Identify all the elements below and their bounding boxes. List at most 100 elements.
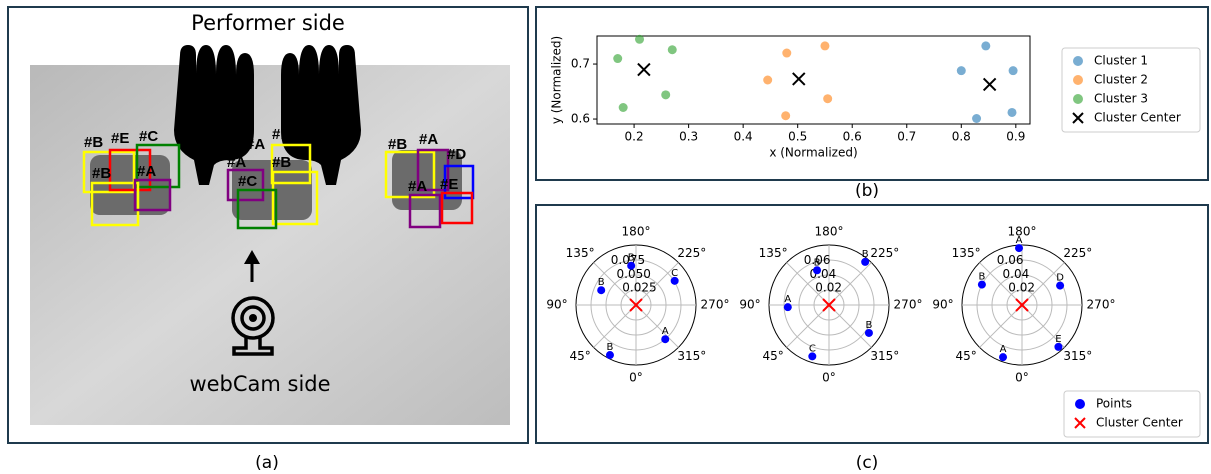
tag: #B: [272, 154, 291, 171]
theta-tick-label: 90°: [546, 298, 567, 312]
theta-tick-label: 315°: [1063, 349, 1092, 363]
plot-frame: [597, 36, 1030, 124]
cluster-center: [793, 73, 805, 85]
x-tick-label: 0.2: [625, 130, 644, 144]
point-label: B: [607, 342, 614, 353]
tag: #B: [272, 126, 291, 143]
theta-tick-label: 270°: [894, 298, 923, 312]
x-tick-label: 0.4: [734, 130, 753, 144]
theta-tick-label: 315°: [870, 349, 899, 363]
point: [781, 111, 790, 120]
y-axis-label: y (Normalized): [550, 36, 564, 124]
theta-tick-label: 180°: [815, 225, 844, 239]
theta-tick-label: 135°: [759, 246, 788, 260]
tag: #A: [137, 163, 156, 180]
point: [820, 41, 829, 50]
theta-tick-label: 225°: [677, 246, 706, 260]
x-tick-label: 0.3: [679, 130, 698, 144]
point-label: B: [862, 249, 869, 260]
point: [1008, 108, 1017, 117]
point-label: C: [671, 268, 678, 279]
x-tick-label: 0.5: [788, 130, 807, 144]
legend-label: Cluster 2: [1094, 73, 1148, 87]
x-axis-label: x (Normalized): [769, 146, 857, 160]
theta-tick-label: 180°: [622, 225, 651, 239]
theta-tick-label: 90°: [932, 298, 953, 312]
legend-marker: [1073, 56, 1083, 66]
point: [782, 49, 791, 58]
legend-label: Cluster 1: [1094, 54, 1148, 68]
point: [972, 114, 981, 123]
tag: #C: [238, 173, 257, 190]
theta-tick-label: 45°: [569, 349, 590, 363]
point: [635, 35, 644, 44]
caption: (b): [855, 181, 879, 201]
point: [957, 66, 966, 75]
theta-tick-label: 0°: [822, 371, 836, 385]
tag: #E: [111, 130, 129, 147]
x-tick-label: 0.9: [1006, 130, 1025, 144]
point-label: A: [662, 326, 669, 337]
y-tick-label: 0.7: [571, 57, 590, 71]
x-tick-label: 0.8: [952, 130, 971, 144]
tag: #B: [84, 134, 103, 151]
point: [661, 90, 670, 99]
point-label: E: [1055, 334, 1061, 345]
point: [763, 76, 772, 85]
legend-label: Points: [1096, 397, 1132, 411]
point-label: B: [865, 320, 872, 331]
performer-label: Performer side: [191, 11, 345, 35]
webcam-label: webCam side: [189, 372, 330, 396]
theta-tick-label: 225°: [870, 246, 899, 260]
r-tick-label: 0.04: [1003, 267, 1030, 281]
caption: (c): [856, 453, 879, 473]
legend-label: Cluster Center: [1094, 111, 1181, 125]
point-label: B: [814, 257, 821, 268]
cluster-center: [984, 78, 996, 90]
tag: #A: [419, 131, 438, 148]
point-label: A: [1000, 344, 1007, 355]
point-label: C: [809, 343, 816, 354]
x-tick-label: 0.7: [897, 130, 916, 144]
r-tick-label: 0.02: [1008, 281, 1035, 295]
theta-tick-label: 45°: [762, 349, 783, 363]
legend-marker: [1075, 399, 1085, 409]
tag: #B: [388, 136, 407, 153]
theta-tick-label: 0°: [629, 371, 643, 385]
point: [1009, 66, 1018, 75]
legend-marker: [1073, 75, 1083, 85]
theta-tick-label: 135°: [952, 246, 981, 260]
point: [668, 45, 677, 54]
y-tick-label: 0.6: [571, 112, 590, 126]
theta-tick-label: 225°: [1063, 246, 1092, 260]
point-label: D: [1056, 273, 1064, 284]
tag: #D: [447, 146, 466, 163]
figure: #B #E #C #B #A #A #B #A #B #C #B #A #D #…: [0, 0, 1211, 474]
cluster-center: [638, 64, 650, 76]
point: [619, 103, 628, 112]
theta-tick-label: 270°: [1087, 298, 1116, 312]
point: [823, 94, 832, 103]
point-label: A: [784, 294, 791, 305]
legend-label: Cluster Center: [1096, 416, 1183, 430]
r-tick-label: 0.06: [997, 253, 1024, 267]
tag: #A: [227, 154, 246, 171]
x-tick-label: 0.6: [843, 130, 862, 144]
point-label: B: [628, 253, 635, 264]
point-label: B: [978, 272, 985, 283]
theta-tick-label: 315°: [677, 349, 706, 363]
theta-tick-label: 90°: [739, 298, 760, 312]
tag: #A: [246, 136, 265, 153]
theta-tick-label: 270°: [701, 298, 730, 312]
r-tick-label: 0.050: [617, 267, 651, 281]
tag: #E: [440, 176, 458, 193]
photo: [30, 65, 510, 425]
theta-tick-label: 45°: [955, 349, 976, 363]
point: [613, 54, 622, 63]
page: #B #E #C #B #A #A #B #A #B #C #B #A #D #…: [0, 0, 1211, 474]
r-tick-label: 0.025: [622, 281, 656, 295]
r-tick-label: 0.02: [815, 281, 842, 295]
tag: #C: [139, 128, 158, 145]
legend-marker: [1073, 94, 1083, 104]
point-label: A: [1016, 235, 1023, 246]
